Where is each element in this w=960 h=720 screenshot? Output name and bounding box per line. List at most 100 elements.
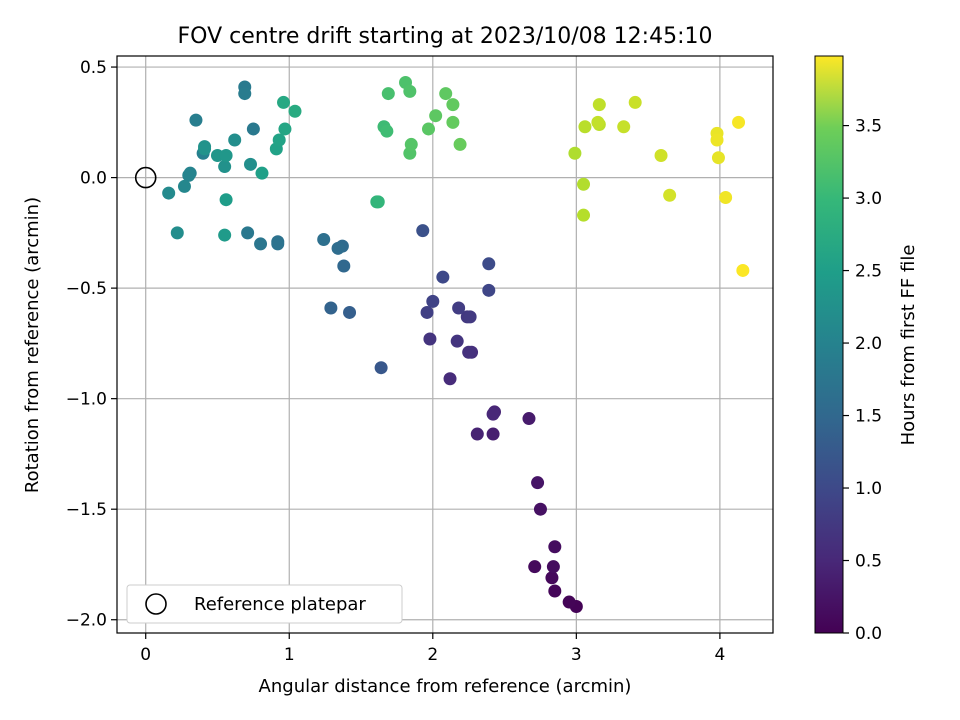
data-point <box>533 502 547 516</box>
data-point <box>255 166 269 180</box>
data-point <box>381 87 395 101</box>
reference-platepar-marker <box>134 166 157 189</box>
data-point <box>277 95 291 109</box>
data-point <box>736 263 750 277</box>
y-axis-label: Rotation from reference (arcmin) <box>22 197 43 493</box>
data-point <box>663 188 677 202</box>
data-point <box>218 228 232 242</box>
data-point <box>278 122 292 136</box>
data-point <box>238 87 252 101</box>
colorbar-tick-label: 0.5 <box>855 552 882 572</box>
data-point <box>288 104 302 118</box>
data-point <box>546 560 560 574</box>
chart-title: FOV centre drift starting at 2023/10/08 … <box>178 24 713 49</box>
x-tick-label: 0 <box>140 645 151 665</box>
colorbar-tick-label: 0.0 <box>855 624 882 644</box>
scatter-points <box>162 76 750 613</box>
grid-lines <box>117 56 773 633</box>
colorbar-tick-label: 1.5 <box>855 407 882 427</box>
data-point <box>528 560 542 574</box>
data-point <box>380 124 394 138</box>
data-point <box>317 232 331 246</box>
data-point <box>654 148 668 162</box>
data-point <box>562 595 576 609</box>
y-tick-label: −1.0 <box>66 390 107 410</box>
data-point <box>189 113 203 127</box>
data-point <box>577 208 591 222</box>
data-point <box>170 226 184 240</box>
data-point <box>463 310 477 324</box>
x-tick-label: 4 <box>714 645 725 665</box>
data-point <box>331 241 345 255</box>
data-point <box>426 294 440 308</box>
legend-marker-open-circle <box>145 593 167 615</box>
data-point <box>548 540 562 554</box>
data-point <box>486 407 500 421</box>
data-point <box>182 168 196 182</box>
data-point <box>219 193 233 207</box>
data-point <box>446 115 460 129</box>
data-point <box>436 270 450 284</box>
data-point <box>577 177 591 191</box>
colorbar-tick-label: 2.5 <box>855 262 882 282</box>
data-point <box>732 115 746 129</box>
data-point <box>710 133 724 147</box>
data-point <box>421 122 435 136</box>
x-axis-label: Angular distance from reference (arcmin) <box>259 676 632 697</box>
data-point <box>219 148 233 162</box>
data-point <box>371 195 385 209</box>
data-point <box>420 305 434 319</box>
data-point <box>482 257 496 271</box>
data-point <box>578 120 592 134</box>
y-tick-label: −1.5 <box>66 500 107 520</box>
data-point <box>711 151 725 165</box>
data-point <box>592 98 606 112</box>
data-point <box>218 160 232 174</box>
data-point <box>522 412 536 426</box>
data-point <box>429 109 443 123</box>
data-point <box>545 571 559 585</box>
data-point <box>162 186 176 200</box>
y-tick-label: −2.0 <box>66 611 107 631</box>
data-point <box>450 334 464 348</box>
data-point <box>446 98 460 112</box>
data-point <box>482 283 496 297</box>
colorbar-gradient <box>814 55 844 634</box>
data-point <box>243 157 257 171</box>
x-tick-label: 1 <box>284 645 295 665</box>
legend: Reference platepar <box>126 584 403 624</box>
data-point <box>617 120 631 134</box>
x-tick-label: 2 <box>427 645 438 665</box>
colorbar-tick-label: 1.0 <box>855 479 882 499</box>
data-point <box>531 476 545 490</box>
y-tick-label: 0.5 <box>80 58 107 78</box>
y-tick-label: −0.5 <box>66 279 107 299</box>
data-point <box>337 259 351 273</box>
data-point <box>423 332 437 346</box>
plot-area-frame <box>116 55 774 634</box>
data-point <box>453 137 467 151</box>
y-axis-ticks: −2.0 −1.5 −1.0 −0.5 0.0 0.5 <box>66 58 117 631</box>
legend-box <box>126 584 403 624</box>
colorbar-tick-label: 2.0 <box>855 334 882 354</box>
data-point <box>628 95 642 109</box>
data-point <box>271 237 285 251</box>
data-point <box>246 122 260 136</box>
data-point <box>416 224 430 238</box>
data-point <box>591 115 605 129</box>
data-point <box>374 361 388 375</box>
data-point <box>486 427 500 441</box>
colorbar-tick-label: 3.0 <box>855 189 882 209</box>
x-axis-ticks: 0 1 2 3 4 <box>140 633 725 665</box>
colorbar-label: Hours from first FF file <box>898 245 919 446</box>
y-tick-label: 0.0 <box>80 169 107 189</box>
data-point <box>548 584 562 598</box>
data-point <box>254 237 268 251</box>
data-point <box>177 179 191 193</box>
data-point <box>443 372 457 386</box>
data-point <box>343 305 357 319</box>
data-point <box>462 345 476 359</box>
data-point <box>439 87 453 101</box>
data-point <box>272 133 286 147</box>
